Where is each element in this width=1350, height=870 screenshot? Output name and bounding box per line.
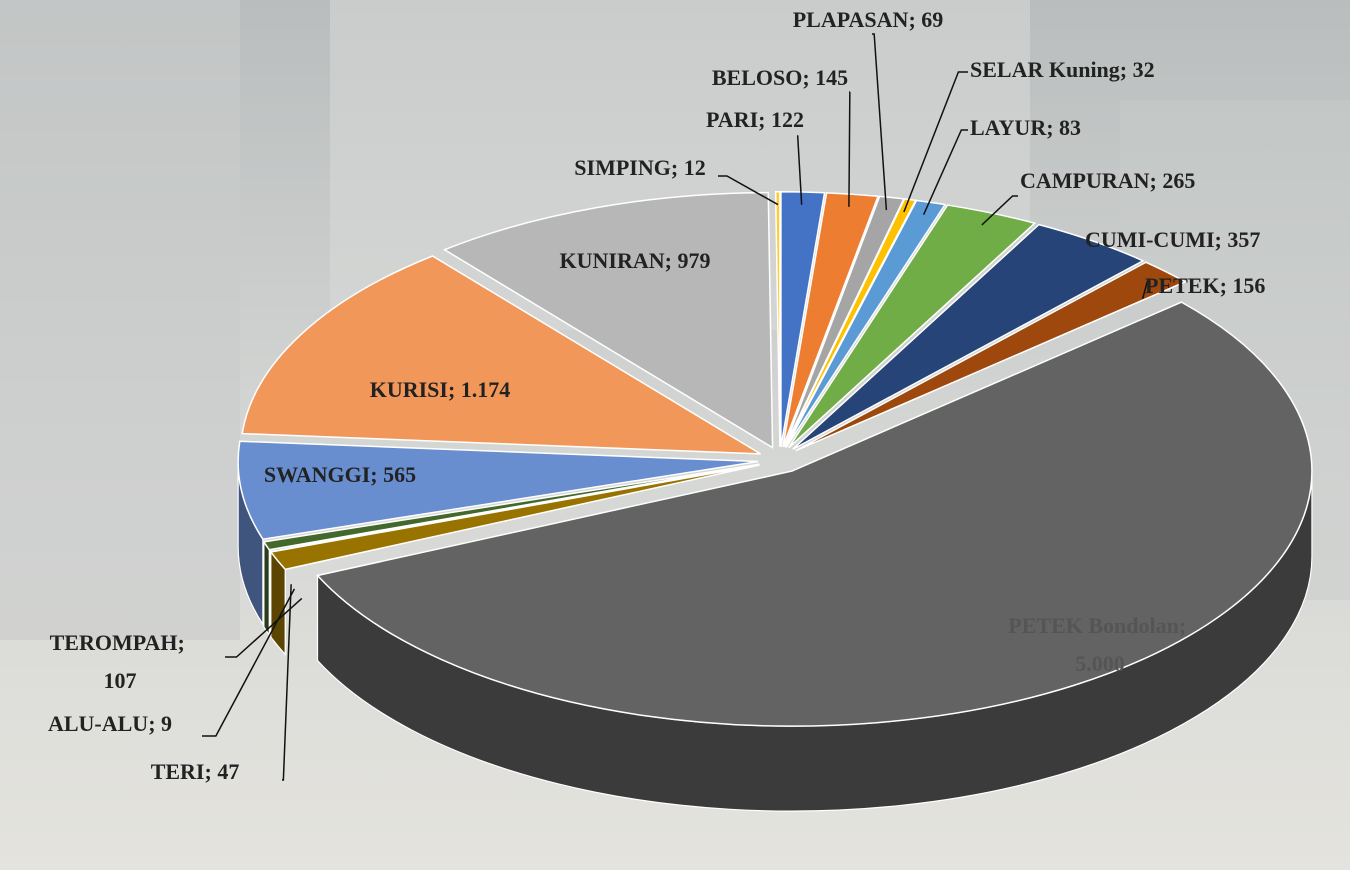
label-value: 47 xyxy=(217,759,239,784)
label-separator: ; xyxy=(204,759,217,784)
data-label: ALU-ALU; 9 xyxy=(48,711,172,736)
label-value: 9 xyxy=(161,711,172,736)
page: PARI; 122 BELOSO; 145 PLAPASAN; 69 SELAR Ku… xyxy=(0,0,1350,870)
label-separator: ; xyxy=(148,711,161,736)
label-value: 979 xyxy=(677,248,710,273)
label-value: 122 xyxy=(771,107,804,132)
label-category: KURISI xyxy=(370,377,448,402)
label-category: BELOSO xyxy=(712,65,802,90)
label-category: CUMI-CUMI xyxy=(1085,227,1215,252)
label-value: 5.000 xyxy=(1075,651,1125,676)
label-separator: ; xyxy=(1220,273,1233,298)
label-separator: ; xyxy=(758,107,771,132)
background-building xyxy=(0,0,240,640)
data-label: SWANGGI; 565 xyxy=(264,462,416,487)
data-label: PETEK; 156 xyxy=(1145,273,1265,298)
label-category: TERI xyxy=(151,759,205,784)
data-label: KUNIRAN; 979 xyxy=(560,248,711,273)
label-value: 107 xyxy=(104,668,137,693)
label-value: 83 xyxy=(1059,115,1081,140)
label-category: TEROMPAH xyxy=(50,630,178,655)
label-value: 1.174 xyxy=(461,377,511,402)
data-label: LAYUR; 83 xyxy=(970,115,1081,140)
label-category: LAYUR xyxy=(970,115,1047,140)
label-separator: ; xyxy=(1215,227,1228,252)
data-label: SIMPING; 12 xyxy=(574,155,705,180)
label-category: PARI xyxy=(706,107,758,132)
label-separator: ; xyxy=(1046,115,1059,140)
data-label: KURISI; 1.174 xyxy=(370,377,511,402)
data-label: PLAPASAN; 69 xyxy=(793,7,944,32)
label-value: 265 xyxy=(1162,168,1195,193)
label-separator: ; xyxy=(178,630,191,655)
label-category: KUNIRAN xyxy=(560,248,665,273)
label-category: SIMPING xyxy=(574,155,671,180)
label-separator: ; xyxy=(1150,168,1163,193)
label-category: PETEK xyxy=(1145,273,1220,298)
label-separator: ; xyxy=(671,155,684,180)
label-separator: ; xyxy=(802,65,815,90)
data-label: CAMPURAN; 265 xyxy=(1020,168,1195,193)
label-separator: ; xyxy=(370,462,383,487)
chart: PARI; 122 BELOSO; 145 PLAPASAN; 69 SELAR Ku… xyxy=(0,0,1350,870)
data-label: SELAR Kuning; 32 xyxy=(970,57,1155,82)
label-category: ALU-ALU xyxy=(48,711,148,736)
data-label: CUMI-CUMI; 357 xyxy=(1085,227,1260,252)
label-value: 145 xyxy=(815,65,848,90)
data-label: PARI; 122 xyxy=(706,107,804,132)
label-category: SWANGGI xyxy=(264,462,370,487)
label-value: 69 xyxy=(921,7,943,32)
label-category: CAMPURAN xyxy=(1020,168,1150,193)
label-category: PLAPASAN xyxy=(793,7,909,32)
label-value: 156 xyxy=(1232,273,1265,298)
label-separator: ; xyxy=(1120,57,1133,82)
label-category: SELAR Kuning xyxy=(970,57,1120,82)
label-value: 32 xyxy=(1133,57,1155,82)
data-label: BELOSO; 145 xyxy=(712,65,848,90)
label-value: 12 xyxy=(684,155,706,180)
data-label: TERI; 47 xyxy=(151,759,240,784)
label-separator: ; xyxy=(908,7,921,32)
label-value: 357 xyxy=(1227,227,1260,252)
label-separator: ; xyxy=(1179,613,1192,638)
label-separator: ; xyxy=(665,248,678,273)
label-value: 565 xyxy=(383,462,416,487)
label-category: PETEK Bondolan xyxy=(1008,613,1179,638)
label-separator: ; xyxy=(448,377,461,402)
